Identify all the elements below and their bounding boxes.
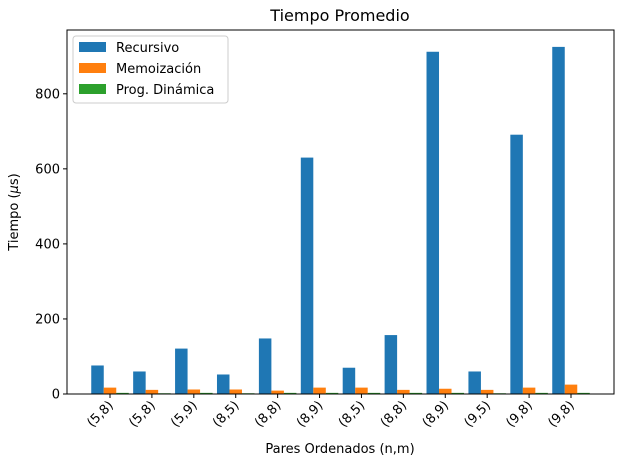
bar-series-1-category-9	[480, 389, 494, 394]
plot-frame	[66, 29, 615, 395]
legend-swatch	[79, 63, 106, 73]
x-tick-label: (9,8)	[504, 398, 536, 430]
y-axis-label-symbol: μ	[7, 185, 22, 194]
x-tick-label: (5,9)	[168, 398, 200, 430]
bar-series-2-category-11	[577, 392, 590, 394]
bar-series-1-category-10	[522, 387, 536, 394]
y-axis-label: Tiempo (μs)	[7, 173, 22, 251]
legend-label: Prog. Dinámica	[116, 83, 214, 98]
bar-series-1-category-4	[271, 390, 284, 394]
bar-series-1-category-7	[397, 389, 410, 394]
bar-series-0-category-5	[300, 157, 314, 394]
x-tick-label: (9,5)	[462, 398, 494, 430]
x-tick-label: (8,8)	[378, 398, 410, 430]
bar-series-1-category-0	[103, 387, 117, 394]
x-tick-label: (8,9)	[420, 398, 452, 430]
bar-series-0-category-0	[91, 365, 104, 394]
y-tick-label: 600	[35, 162, 60, 177]
bar-series-2-category-0	[116, 392, 129, 394]
bar-series-0-category-6	[342, 367, 356, 394]
x-axis-label: Pares Ordenados (n,m)	[265, 442, 414, 457]
x-tick-label: (8,9)	[294, 398, 326, 430]
bar-series-0-category-1	[133, 371, 146, 394]
bar-series-0-category-4	[258, 338, 272, 394]
bar-series-2-category-10	[535, 392, 548, 394]
bar-series-0-category-3	[216, 374, 230, 394]
chart-title: Tiempo Promedio	[269, 6, 409, 25]
x-tick-label: (5,8)	[126, 398, 158, 430]
y-tick-label: 200	[35, 312, 60, 327]
y-axis-label-prefix: Tiempo (	[7, 193, 22, 251]
bar-series-0-category-10	[510, 134, 523, 394]
y-axis: 0 200 400 600 800	[35, 87, 67, 403]
y-tick-label: 0	[52, 388, 60, 403]
x-tick-label: (8,8)	[252, 398, 284, 430]
legend-label: Recursivo	[116, 41, 179, 56]
bar-series-0-category-7	[384, 335, 398, 394]
legend-swatch	[79, 84, 106, 94]
bar-series-1-category-5	[313, 387, 326, 394]
bar-series-2-category-4	[283, 392, 297, 394]
bar-series-0-category-2	[175, 348, 188, 394]
x-tick-label: (8,5)	[336, 398, 368, 430]
legend: Recursivo Memoización Prog. Dinámica	[72, 35, 229, 104]
x-tick-label: (5,8)	[84, 398, 116, 430]
x-tick-label: (9,8)	[545, 398, 577, 430]
bar-series-1-category-1	[145, 389, 159, 394]
bar-series-0-category-8	[426, 51, 440, 394]
bar-series-1-category-8	[439, 388, 452, 394]
y-tick-label: 400	[35, 237, 60, 252]
x-tick-label: (8,5)	[210, 398, 242, 430]
legend-label: Memoización	[116, 62, 201, 77]
bar-series-2-category-5	[325, 392, 339, 394]
bar-series-1-category-3	[229, 389, 242, 394]
legend-swatch	[79, 42, 106, 52]
legend-box	[72, 35, 229, 104]
bar-series-1-category-2	[187, 389, 201, 394]
bar-series-2-category-8	[451, 392, 465, 394]
bar-series-2-category-7	[409, 392, 423, 394]
bar-series-1-category-6	[355, 387, 368, 394]
bar-series-1-category-11	[564, 384, 578, 394]
x-axis: (5,8) (5,8) (5,9) (8,5) (8,8) (8,9) (8,5) (8,8)…	[84, 394, 578, 431]
y-axis-label-suffix: s)	[7, 173, 22, 185]
y-tick-label: 800	[35, 87, 60, 102]
bar-series-0-category-11	[552, 46, 565, 394]
bar-series-2-category-2	[200, 392, 213, 394]
bar-series-0-category-9	[468, 371, 481, 394]
bars-group	[91, 46, 590, 394]
bar-series-2-category-6	[367, 392, 381, 394]
